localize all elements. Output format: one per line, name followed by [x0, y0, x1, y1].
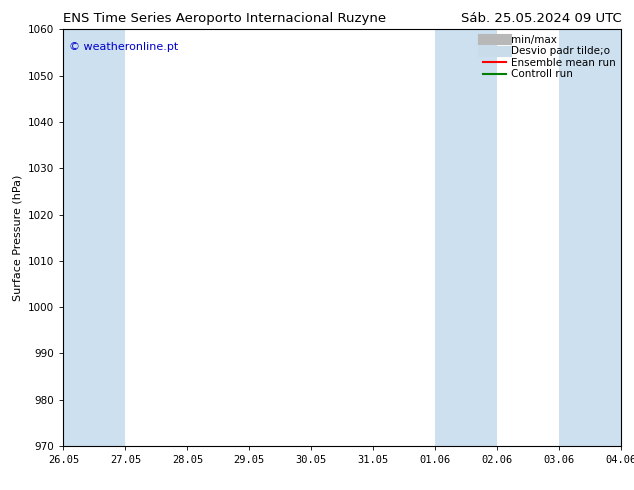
- Text: © weatheronline.pt: © weatheronline.pt: [69, 42, 178, 52]
- Y-axis label: Surface Pressure (hPa): Surface Pressure (hPa): [13, 174, 23, 301]
- Bar: [436, 29, 497, 446]
- Text: Sáb. 25.05.2024 09 UTC: Sáb. 25.05.2024 09 UTC: [460, 12, 621, 25]
- Bar: [559, 29, 621, 446]
- Text: ENS Time Series Aeroporto Internacional Ruzyne: ENS Time Series Aeroporto Internacional …: [63, 12, 387, 25]
- Bar: [63, 29, 126, 446]
- Legend: min/max, Desvio padr tilde;o, Ensemble mean run, Controll run: min/max, Desvio padr tilde;o, Ensemble m…: [481, 32, 618, 81]
